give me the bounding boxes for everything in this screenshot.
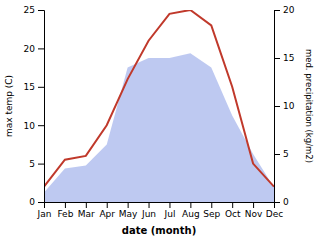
y-axis-title: max temp (C) [4,75,14,137]
plot: JanFebMarAprMayJunJulAugSepOctNovDec0510… [4,5,314,236]
tick: Apr [99,202,115,219]
tick-label: Sep [203,209,220,219]
tick-label: Feb [57,209,73,219]
axis-line [275,11,281,203]
tick: 0 [274,197,289,207]
tick-label: 0 [283,197,289,207]
marks [44,10,274,202]
tick-mark [274,202,280,203]
tick-label: 20 [283,5,295,15]
tick: 20 [24,44,44,54]
tick-mark [128,202,129,208]
tick-mark [274,58,280,59]
tick: Jun [141,202,156,219]
tick-mark [107,202,108,208]
tick-label: 25 [24,5,35,15]
tick: Jul [164,202,176,219]
tick-mark [65,202,66,208]
tick: 0 [29,197,44,207]
tick: 5 [274,149,289,159]
axis-line [45,203,275,209]
tick-label: 15 [283,53,294,63]
tick-mark [169,202,170,208]
tick-mark [38,202,44,203]
tick-mark [38,164,44,165]
tick-label: 20 [24,44,36,54]
tick-label: Mar [78,209,95,219]
tick-label: May [119,209,138,219]
tick-label: Jun [141,209,156,219]
tick-label: 15 [24,82,35,92]
y2-axis-title: med. precipitation (kg/m2) [304,49,314,163]
tick: May [119,202,138,219]
line [44,10,274,187]
tick-mark [38,87,44,88]
tick-label: Jan [37,209,52,219]
tick-label: 5 [29,159,35,169]
tick: 5 [29,159,44,169]
tick-mark [211,202,212,208]
tick-label: Dec [266,209,283,219]
tick: 10 [274,101,295,111]
tick-mark [274,10,280,11]
tick-label: 10 [24,121,36,131]
tick: 20 [274,5,295,15]
tick-mark [38,48,44,49]
y2-axis: 0 5 10 15 20 [274,5,295,207]
area [44,53,274,202]
tick-label: Apr [99,209,115,219]
tick: Jan [37,202,52,219]
tick-label: Oct [225,209,241,219]
tick-label: Aug [182,209,200,219]
tick-mark [38,125,44,126]
tick-mark [149,202,150,208]
chart: JanFebMarAprMayJunJulAugSepOctNovDec0510… [0,0,318,242]
tick-label: Nov [245,209,263,219]
tick-mark [38,10,44,11]
tick: Mar [78,202,95,219]
axis-line [38,11,45,203]
tick: Feb [57,202,73,219]
tick: Dec [266,202,283,219]
tick: 15 [274,53,294,63]
tick: 10 [24,121,44,131]
tick-label: 5 [283,149,289,159]
tick: Nov [245,202,263,219]
tick: Sep [203,202,220,219]
tick: Aug [182,202,200,219]
x-axis-title: date (month) [122,225,196,236]
tick-mark [232,202,233,208]
y-axis: 0 5 10 15 20 25 [24,5,45,207]
tick: Oct [225,202,241,219]
tick-mark [274,154,280,155]
x-axis: Jan Feb Mar Apr MayJun Jul AugSep Oct NovDec [37,202,284,219]
tick-label: 10 [283,101,295,111]
tick: 25 [24,5,44,15]
tick: 15 [24,82,44,92]
tick-mark [190,202,191,208]
tick-label: 0 [29,197,35,207]
tick-mark [86,202,87,208]
tick-mark [274,106,280,107]
tick-mark [253,202,254,208]
tick-label: Jul [164,209,176,219]
